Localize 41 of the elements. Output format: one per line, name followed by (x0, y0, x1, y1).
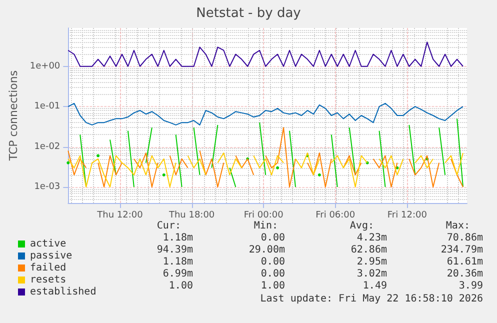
text: 61.61m (446, 256, 483, 268)
text: 2.95m (356, 256, 387, 268)
legend-label: resets (30, 274, 66, 286)
x-tick-label: Thu 18:00 (168, 210, 215, 220)
text: Last update: Fri May 22 16:58:10 2026 (260, 294, 483, 304)
legend-label: failed (30, 262, 66, 274)
chart-title: Netstat - by day (196, 6, 302, 21)
legend-label: established (30, 286, 96, 298)
text: Max: (446, 220, 470, 232)
text: Min: (254, 220, 278, 232)
legend-label: active (30, 238, 66, 250)
text: 3.99 (458, 280, 483, 292)
text: 1.18m (162, 256, 193, 268)
legend-label: passive (30, 250, 72, 262)
text: 1.18m (162, 232, 193, 244)
y-axis-title: TCP connections (7, 70, 20, 162)
x-tick-label: Fri 00:00 (244, 210, 284, 220)
text: 70.86m (446, 232, 483, 244)
y-tick-label: 1e-02 (34, 142, 60, 152)
text: 94.39m (156, 244, 193, 256)
text: 29.00m (248, 244, 285, 256)
text: Cur: (156, 220, 181, 232)
y-tick-label: 1e+00 (30, 61, 60, 72)
x-tick-label: Fri 06:00 (316, 210, 356, 220)
text: 0.00 (260, 232, 285, 244)
text: 1.00 (260, 280, 285, 292)
text: 20.36m (446, 268, 483, 280)
y-tick-label: 1e-03 (34, 182, 60, 192)
text: 3.02m (356, 268, 387, 280)
text: 1.00 (168, 280, 193, 292)
text: 62.86m (350, 244, 387, 256)
text: 6.99m (162, 268, 193, 280)
x-tick-label: Fri 12:00 (387, 210, 428, 220)
text: 4.23m (356, 232, 387, 244)
text: Avg: (350, 220, 374, 232)
text: 0.00 (260, 268, 285, 280)
text: 0.00 (260, 256, 285, 268)
text: 234.79m (440, 244, 483, 256)
y-tick-label: 1e-01 (34, 102, 60, 112)
x-tick-label: Thu 12:00 (96, 210, 144, 220)
text: 1.49 (362, 280, 387, 292)
